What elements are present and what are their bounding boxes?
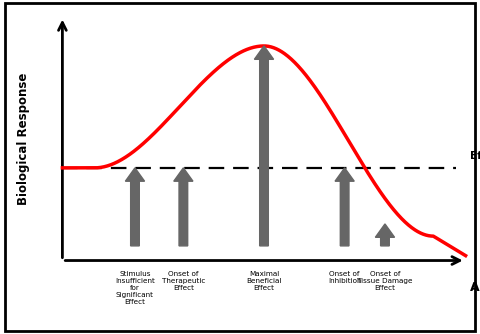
Text: Effect Threshold: Effect Threshold bbox=[470, 151, 480, 161]
FancyArrow shape bbox=[375, 224, 395, 246]
FancyArrow shape bbox=[254, 46, 274, 246]
Text: Onset of
Tissue Damage
Effect: Onset of Tissue Damage Effect bbox=[357, 271, 413, 291]
FancyArrow shape bbox=[125, 168, 144, 246]
Text: Onset of
Inhibition: Onset of Inhibition bbox=[328, 271, 361, 284]
Text: Stimulus
Insufficient
for
Significant
Effect: Stimulus Insufficient for Significant Ef… bbox=[115, 271, 155, 305]
Text: Applied Stimulus: Applied Stimulus bbox=[470, 281, 480, 294]
FancyArrow shape bbox=[174, 168, 193, 246]
Text: Biological Response: Biological Response bbox=[17, 72, 31, 205]
Text: Onset of
Therapeutic
Effect: Onset of Therapeutic Effect bbox=[162, 271, 205, 291]
FancyArrow shape bbox=[335, 168, 354, 246]
Text: Maximal
Beneficial
Effect: Maximal Beneficial Effect bbox=[246, 271, 282, 291]
